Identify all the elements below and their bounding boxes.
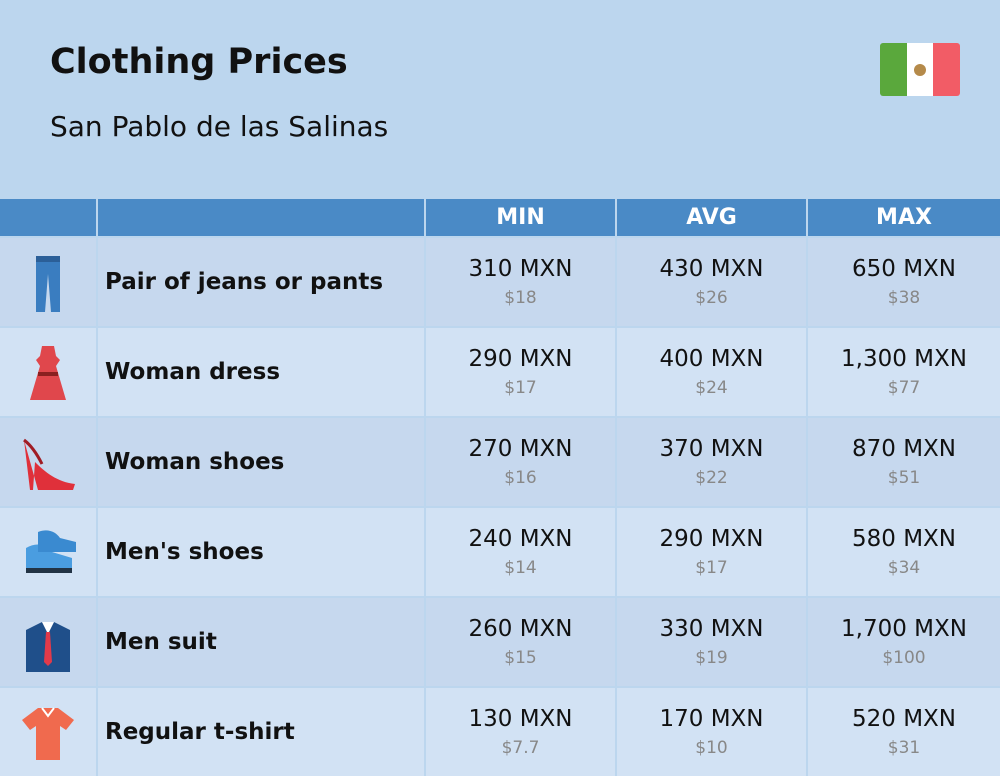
price-local: 580 MXN [851, 526, 957, 552]
item-icon [30, 346, 66, 400]
price-usd: $18 [504, 288, 537, 308]
subtitle: San Pablo de las Salinas [50, 110, 389, 143]
price-cell: 260 MXN $15 [426, 598, 615, 686]
price-cell: 650 MXN $38 [808, 238, 1000, 326]
price-cell: 1,700 MXN $100 [808, 598, 1000, 686]
price-local: 240 MXN [468, 526, 573, 552]
item-name: Men suit [98, 598, 424, 686]
header-cell [98, 199, 424, 236]
price-usd: $16 [504, 468, 537, 488]
item-icon [22, 707, 74, 760]
price-cell: 370 MXN $22 [617, 418, 806, 506]
price-cell: 580 MXN $34 [808, 508, 1000, 596]
price-usd: $17 [504, 378, 537, 398]
price-usd: $24 [695, 378, 728, 398]
title: Clothing Prices [50, 42, 348, 82]
price-cell: 430 MXN $26 [617, 238, 806, 326]
price-cell: 240 MXN $14 [426, 508, 615, 596]
price-usd: $51 [887, 468, 921, 488]
item-icon [26, 530, 76, 573]
price-local: 270 MXN [468, 436, 573, 462]
column-header: MAX [808, 199, 1000, 236]
price-cell: 330 MXN $19 [617, 598, 806, 686]
price-usd: $7.7 [501, 738, 540, 758]
price-cell: 270 MXN $16 [426, 418, 615, 506]
price-local: 650 MXN [851, 256, 957, 282]
price-usd: $38 [887, 288, 921, 308]
price-local: 260 MXN [468, 616, 573, 642]
price-cell: 310 MXN $18 [426, 238, 615, 326]
price-usd: $14 [504, 558, 537, 578]
price-usd: $31 [887, 738, 921, 758]
price-usd: $15 [504, 648, 537, 668]
item-name: Regular t-shirt [98, 688, 424, 776]
price-cell: 400 MXN $24 [617, 328, 806, 416]
price-usd: $77 [887, 378, 921, 398]
price-cell: 520 MXN $31 [808, 688, 1000, 776]
price-local: 290 MXN [468, 346, 573, 372]
price-usd: $19 [695, 648, 728, 668]
price-local: 170 MXN [659, 706, 764, 732]
price-local: 1,700 MXN [841, 616, 967, 642]
price-usd: $26 [695, 288, 728, 308]
price-cell: 290 MXN $17 [426, 328, 615, 416]
price-cell: 870 MXN $51 [808, 418, 1000, 506]
item-icon [26, 622, 70, 672]
price-local: 290 MXN [659, 526, 764, 552]
icon-cell [0, 238, 96, 326]
item-name: Men's shoes [98, 508, 424, 596]
price-usd: $10 [695, 738, 728, 758]
icon-cell [0, 418, 96, 506]
price-local: 520 MXN [851, 706, 957, 732]
flag [880, 43, 960, 96]
price-local: 330 MXN [659, 616, 764, 642]
item-name: Woman shoes [98, 418, 424, 506]
price-cell: 290 MXN $17 [617, 508, 806, 596]
price-usd: $17 [695, 558, 728, 578]
price-cell: 130 MXN $7.7 [426, 688, 615, 776]
price-local: 370 MXN [659, 436, 764, 462]
column-header: AVG [617, 199, 806, 236]
item-icon [23, 438, 75, 490]
column-header: MIN [426, 199, 615, 236]
item-name: Pair of jeans or pants [98, 238, 424, 326]
price-local: 400 MXN [659, 346, 764, 372]
price-local: 870 MXN [851, 436, 957, 462]
price-local: 430 MXN [659, 256, 764, 282]
price-local: 130 MXN [468, 706, 573, 732]
price-local: 310 MXN [468, 256, 573, 282]
price-usd: $34 [887, 558, 921, 578]
header-cell [0, 199, 96, 236]
price-local: 1,300 MXN [841, 346, 967, 372]
price-cell: 170 MXN $10 [617, 688, 806, 776]
price-cell: 1,300 MXN $77 [808, 328, 1000, 416]
item-name: Woman dress [98, 328, 424, 416]
price-usd: $100 [882, 648, 926, 668]
item-icon [36, 256, 60, 312]
price-usd: $22 [695, 468, 728, 488]
